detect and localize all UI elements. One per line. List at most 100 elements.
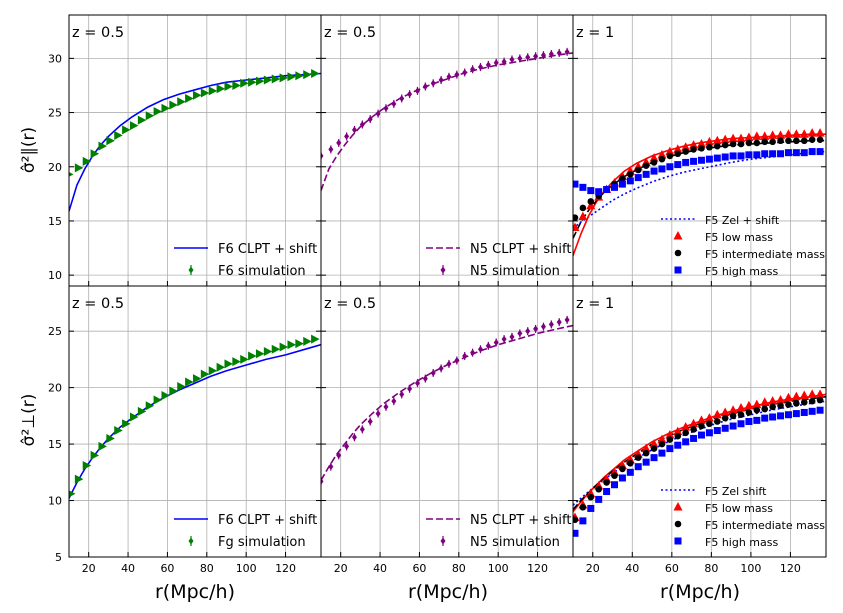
legend-label: N5 simulation <box>470 535 560 550</box>
data-point-f5-intermediate-mass <box>642 449 650 457</box>
data-point-f5-intermediate-mass <box>674 432 682 440</box>
data-point-n5-simulation <box>493 59 499 67</box>
data-point-f5-intermediate-mass <box>713 142 721 150</box>
data-point-f6-simulation <box>129 121 139 131</box>
data-point-f5-intermediate-mass <box>761 138 769 146</box>
x-tick-label: 20 <box>82 562 96 575</box>
data-point-f5-intermediate-mass <box>808 397 816 405</box>
data-point-n5-simulation <box>564 48 570 56</box>
panel-top-middle: z = 0.5 N5 CLPT + shift N5 simulation <box>320 14 574 287</box>
data-point-f5-intermediate-mass <box>816 136 824 143</box>
data-point-f6-simulation <box>240 78 249 88</box>
data-point-n5-simulation <box>367 115 373 123</box>
data-point-n5-simulation <box>438 76 444 84</box>
data-point-f5-high-mass <box>658 165 666 173</box>
data-point-f6-simulation <box>216 84 226 94</box>
data-point-f5-high-mass <box>713 154 721 162</box>
data-point-fg-simulation <box>161 391 170 401</box>
data-point-f5-low-mass <box>673 426 683 436</box>
data-point-f6-simulation <box>303 70 312 80</box>
x-tick-label: 100 <box>740 562 761 575</box>
data-point-n5-simulation <box>391 397 397 405</box>
data-point-fg-simulation <box>303 336 312 346</box>
data-point-f5-low-mass <box>791 129 801 138</box>
data-point-f5-high-mass <box>666 163 674 171</box>
panel-bottom-right: 20 40 60 80 100 120 z = 1 F5 Zel shift F5 low ma… <box>572 285 827 575</box>
data-point-fg-simulation <box>169 386 178 396</box>
data-point-n5-simulation <box>336 139 342 147</box>
data-point-f5-high-mass <box>808 407 816 415</box>
data-point-n5-simulation <box>485 61 491 69</box>
data-point-f5-low-mass <box>641 443 651 453</box>
data-point-f6-simulation <box>208 86 218 96</box>
data-point-f5-low-mass <box>783 392 793 402</box>
data-point-fg-simulation <box>208 366 218 376</box>
legend-swatch <box>188 266 194 274</box>
redshift-label: z = 0.5 <box>72 25 124 41</box>
data-point-fg-simulation <box>255 349 265 359</box>
data-point-f5-low-mass <box>768 130 778 139</box>
data-point-n5-simulation <box>351 433 357 441</box>
data-point-f6-simulation <box>224 82 233 92</box>
panel-bottom-middle: 20 40 60 80 100 120 z = 0.5 N5 CLPT + shift N5 s… <box>320 285 574 575</box>
data-point-f5-high-mass <box>800 149 808 157</box>
legend-entry-f5-intermediate-mass: F5 intermediate mass <box>674 519 825 532</box>
legend-swatch <box>674 520 682 528</box>
data-point-f5-intermediate-mass <box>579 204 587 212</box>
data-point-f5-high-mass <box>579 183 587 191</box>
legend-label: F6 CLPT + shift <box>218 513 317 528</box>
data-point-n5-simulation <box>556 49 562 57</box>
data-point-f5-low-mass <box>728 133 738 143</box>
x-tick-label: 60 <box>665 562 679 575</box>
data-point-f5-high-mass <box>784 411 792 419</box>
data-point-n5-simulation <box>422 375 428 383</box>
data-point-f5-high-mass <box>579 517 587 525</box>
data-point-f5-intermediate-mass <box>573 214 579 222</box>
redshift-label: z = 1 <box>576 296 614 312</box>
data-point-f6-simulation <box>106 136 115 146</box>
data-point-f5-intermediate-mass <box>682 429 689 437</box>
data-point-f5-low-mass <box>752 399 762 409</box>
data-point-n5-simulation <box>407 385 413 393</box>
x-tick-label: 20 <box>334 562 348 575</box>
data-point-f5-intermediate-mass <box>690 426 697 433</box>
y-tick-label: 30 <box>48 52 62 65</box>
data-point-fg-simulation <box>271 344 281 354</box>
data-point-n5-simulation <box>430 369 436 377</box>
data-point-n5-simulation <box>328 145 334 153</box>
x-tick-label: 60 <box>412 562 426 575</box>
data-point-f5-intermediate-mass <box>619 465 626 473</box>
legend-entry-f5-low-mass: F5 low mass <box>673 231 773 244</box>
data-point-fg-simulation <box>177 381 186 391</box>
legend-entry-f5-high-mass: F5 high mass <box>674 265 778 278</box>
data-point-n5-simulation <box>446 360 452 368</box>
data-point-f5-intermediate-mass <box>650 445 658 452</box>
x-tick-label: 120 <box>275 562 296 575</box>
redshift-label: z = 0.5 <box>72 296 124 312</box>
data-point-f6-simulation <box>98 141 107 151</box>
data-point-n5-simulation <box>367 418 373 425</box>
data-point-n5-simulation <box>477 63 483 71</box>
data-point-fg-simulation <box>106 433 115 443</box>
data-point-f5-intermediate-mass <box>573 516 579 524</box>
series-line-f5-zel-shift <box>573 400 826 506</box>
y-tick-label: 15 <box>48 438 62 451</box>
data-point-f5-low-mass <box>783 129 793 138</box>
data-point-f5-low-mass <box>681 142 691 151</box>
legend-entry-f5-high-mass: F5 high mass <box>674 536 778 549</box>
legend-swatch <box>188 537 194 545</box>
y-tick-label: 5 <box>55 551 62 564</box>
data-point-n5-simulation <box>470 65 476 73</box>
data-point-n5-simulation <box>548 50 554 58</box>
data-point-f5-intermediate-mass <box>777 402 784 409</box>
data-point-f5-high-mass <box>595 188 603 196</box>
data-point-f5-intermediate-mass <box>800 137 808 145</box>
data-point-n5-simulation <box>509 55 515 63</box>
data-point-n5-simulation <box>399 390 405 398</box>
data-point-n5-simulation <box>454 71 460 79</box>
y-axis-label-top: σ̂²∥(r) <box>19 127 39 173</box>
data-point-f5-low-mass <box>815 128 825 137</box>
data-point-fg-simulation <box>153 395 163 405</box>
data-point-f5-high-mass <box>729 422 737 430</box>
data-point-f5-intermediate-mass <box>698 145 705 152</box>
